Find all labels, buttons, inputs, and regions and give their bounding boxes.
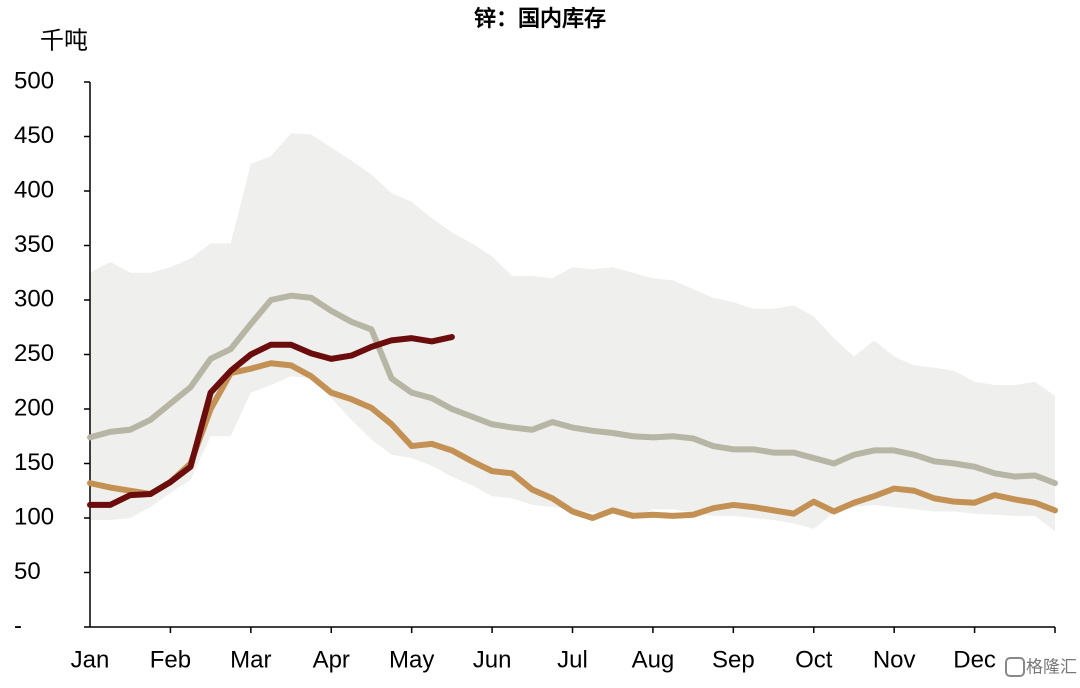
y-tick-label: 100 xyxy=(14,503,54,530)
x-tick-label: Apr xyxy=(313,646,350,673)
x-tick-label: Aug xyxy=(632,646,675,673)
x-tick-label: Oct xyxy=(795,646,833,673)
x-tick-label: Mar xyxy=(230,646,271,673)
y-tick-label: 300 xyxy=(14,285,54,312)
y-tick-label: 350 xyxy=(14,231,54,258)
x-tick-label: Nov xyxy=(873,646,916,673)
y-axis-label: 千吨 xyxy=(40,27,88,54)
watermark-text: 格隆汇 xyxy=(1026,657,1077,676)
x-tick-label: Jun xyxy=(473,646,512,673)
series-line xyxy=(87,292,1058,487)
watermark-icon xyxy=(1005,657,1025,677)
x-tick-label: May xyxy=(389,646,434,673)
x-tick-label: Sep xyxy=(712,646,755,673)
chart-title: 锌：国内库存 xyxy=(474,6,606,31)
y-tick-label: 50 xyxy=(14,558,41,585)
y-tick-label: - xyxy=(14,612,22,639)
y-tick-label: 500 xyxy=(14,67,54,94)
x-tick-label: Jul xyxy=(557,646,588,673)
series-line xyxy=(87,360,1058,521)
watermark: 格隆汇 xyxy=(1005,657,1077,677)
y-tick-label: 200 xyxy=(14,394,54,421)
x-tick-label: Jan xyxy=(71,646,110,673)
y-tick-label: 150 xyxy=(14,449,54,476)
y-tick-label: 400 xyxy=(14,176,54,203)
series-line xyxy=(87,334,455,508)
y-tick-label: 450 xyxy=(14,122,54,149)
range-band xyxy=(90,133,1055,532)
y-tick-label: 250 xyxy=(14,340,54,367)
x-tick-label: Feb xyxy=(150,646,191,673)
x-tick-label: Dec xyxy=(953,646,996,673)
